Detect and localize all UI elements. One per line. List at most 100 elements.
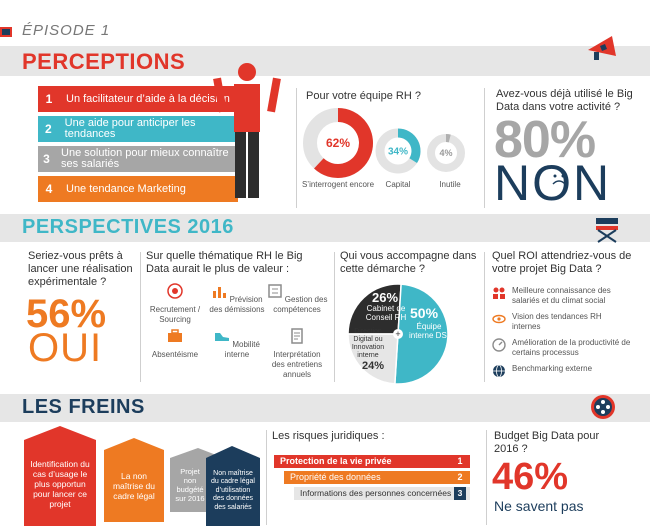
theme-item-entretiens: Interprétation des entretiens annuels [266, 328, 328, 380]
pie-slice-3 [347, 333, 399, 385]
people-icon [493, 287, 505, 299]
sad-face-icon [548, 172, 570, 186]
roi-label: Benchmarking externe [512, 364, 593, 373]
film-reel-icon [590, 394, 616, 420]
person-figure-icon [212, 58, 282, 208]
support-pie: + [347, 283, 449, 385]
divider [486, 430, 487, 525]
roi-item-4: Benchmarking externe [492, 364, 632, 378]
header-flag-icon [0, 24, 14, 40]
rh-label-2: Capital [385, 180, 411, 189]
rh-donut-1: 62% [303, 108, 373, 178]
shoe-icon [215, 333, 230, 341]
divider [140, 252, 141, 382]
used-value: 80% [494, 111, 596, 169]
theme-item-mobilite: Mobilité interne [206, 328, 268, 360]
legal-question: Les risques juridiques : [272, 430, 385, 442]
rh-donut-3: 4% [427, 134, 465, 172]
theme-question: Sur quelle thématique RH le Big Data aur… [146, 250, 303, 275]
pie-label-value-2: 50% [410, 305, 439, 321]
roi-label: Vision des tendances RH internes [512, 312, 602, 331]
megaphone-icon [586, 34, 622, 62]
budget-answer: Ne savent pas [494, 498, 584, 514]
theme-label: Mobilité interne [224, 340, 260, 359]
rh-donut-value: 34% [388, 146, 408, 157]
rh-label-3: Inutile [439, 180, 461, 189]
theme-label: Absentéisme [151, 350, 199, 359]
pie-label-value-1: 26% [372, 290, 399, 305]
theme-item-recrutement: Recrutement / Sourcing [144, 283, 206, 325]
step-number: 1 [45, 91, 53, 106]
theme-label: Interprétation des entretiens annuels [271, 350, 323, 379]
legal-risk-2: Propriété des données 2 [284, 471, 470, 484]
perception-step-4: 4 Une tendance Marketing [38, 176, 238, 202]
perceptions-title: PERCEPTIONS [22, 49, 186, 74]
pie-label-text-3: Direction Digital ou Innovation interne [351, 328, 385, 359]
pie-label-value-3: 24% [362, 360, 385, 372]
step-number: 2 [44, 121, 52, 136]
step-text: Une aide pour anticiper les tendances [64, 117, 196, 140]
globe-icon [493, 364, 505, 378]
perception-step-2: 2 Une aide pour anticiper les tendances [38, 116, 238, 142]
rh-label-1: S’interrogent encore [301, 180, 375, 189]
risk-text: Informations des personnes concernées [300, 488, 452, 498]
divider [296, 88, 297, 208]
divider [484, 88, 485, 208]
target-icon [167, 283, 183, 299]
perspectives-title: PERSPECTIVES 2016 [22, 216, 234, 238]
roi-item-3: Amélioration de la productivité de certa… [492, 338, 632, 358]
risk-text: Protection de la vie privée [280, 456, 392, 466]
roi-item-2: Vision des tendances RH internes [492, 312, 632, 332]
ready-value: 56% [26, 292, 107, 336]
divider [484, 252, 485, 382]
legal-risk-1: Protection de la vie privée 1 [274, 455, 470, 468]
roi-label: Meilleure connaissance des salariés et d… [512, 286, 611, 305]
eye-icon [492, 314, 506, 324]
theme-item-demissions: Prévision des démissions [206, 283, 268, 315]
perspectives-band [0, 214, 650, 242]
risk-number: 2 [457, 472, 463, 482]
pie-center [393, 329, 403, 339]
risk-text: Propriété des données [290, 472, 381, 482]
frein-house-3: Projet non budgété sur 2016 [175, 467, 205, 503]
rh-donut-2: 34% [375, 128, 421, 174]
step-number: 4 [45, 181, 53, 196]
frein-house-2: La non maîtrise du cadre légal [112, 471, 156, 501]
document-icon [291, 328, 303, 344]
risk-number: 1 [457, 456, 463, 466]
risk-number: 3 [454, 487, 466, 500]
roi-label: Amélioration de la productivité de certa… [512, 338, 631, 357]
frein-house-1: Identification du cas d’usage le plus op… [30, 459, 90, 509]
frein-house-4: Non maîtrise du cadre légal d’utilisatio… [211, 469, 255, 511]
houses-shapes [24, 426, 260, 526]
rh-donut-value: 4% [439, 148, 452, 158]
divider [334, 252, 335, 382]
pie-label-text-2: Équipe interne DSI [408, 322, 450, 340]
budget-question: Budget Big Data pour 2016 ? [494, 430, 600, 455]
pie-slice-1 [347, 283, 402, 335]
theme-item-absenteisme: Absentéisme [144, 328, 206, 360]
divider [266, 430, 267, 525]
ready-answer: OUI [28, 326, 103, 370]
episode-label: ÉPISODE 1 [22, 22, 111, 39]
rh-question: Pour votre équipe RH ? [306, 90, 421, 102]
step-text: Un facilitateur d’aide à la décision [66, 92, 230, 105]
gauge-icon [492, 338, 506, 352]
roi-question: Quel ROI attendriez-vous de votre projet… [492, 250, 632, 275]
skills-icon [267, 284, 282, 298]
pie-slice-2 [394, 283, 449, 385]
support-question: Qui vous accompagne dans cette démarche … [340, 250, 477, 275]
freins-title: LES FREINS [22, 396, 145, 418]
theme-label: Prévision des démissions [209, 295, 265, 314]
rh-donuts: 62% 34% 4% [303, 108, 465, 178]
used-answer: NON [494, 155, 612, 211]
step-text: Une solution pour mieux connaître ses sa… [61, 147, 229, 170]
freins-band [0, 394, 650, 422]
roi-item-1: Meilleure connaissance des salariés et d… [492, 286, 632, 306]
used-question: Avez-vous déjà utilisé le Big Data dans … [496, 88, 633, 113]
perceptions-band [0, 46, 650, 76]
theme-label: Gestion des compétences [273, 295, 328, 314]
chart-icon [213, 287, 227, 298]
budget-value: 46% [492, 456, 569, 498]
legal-risk-3: Informations des personnes concernées 3 [294, 487, 470, 500]
